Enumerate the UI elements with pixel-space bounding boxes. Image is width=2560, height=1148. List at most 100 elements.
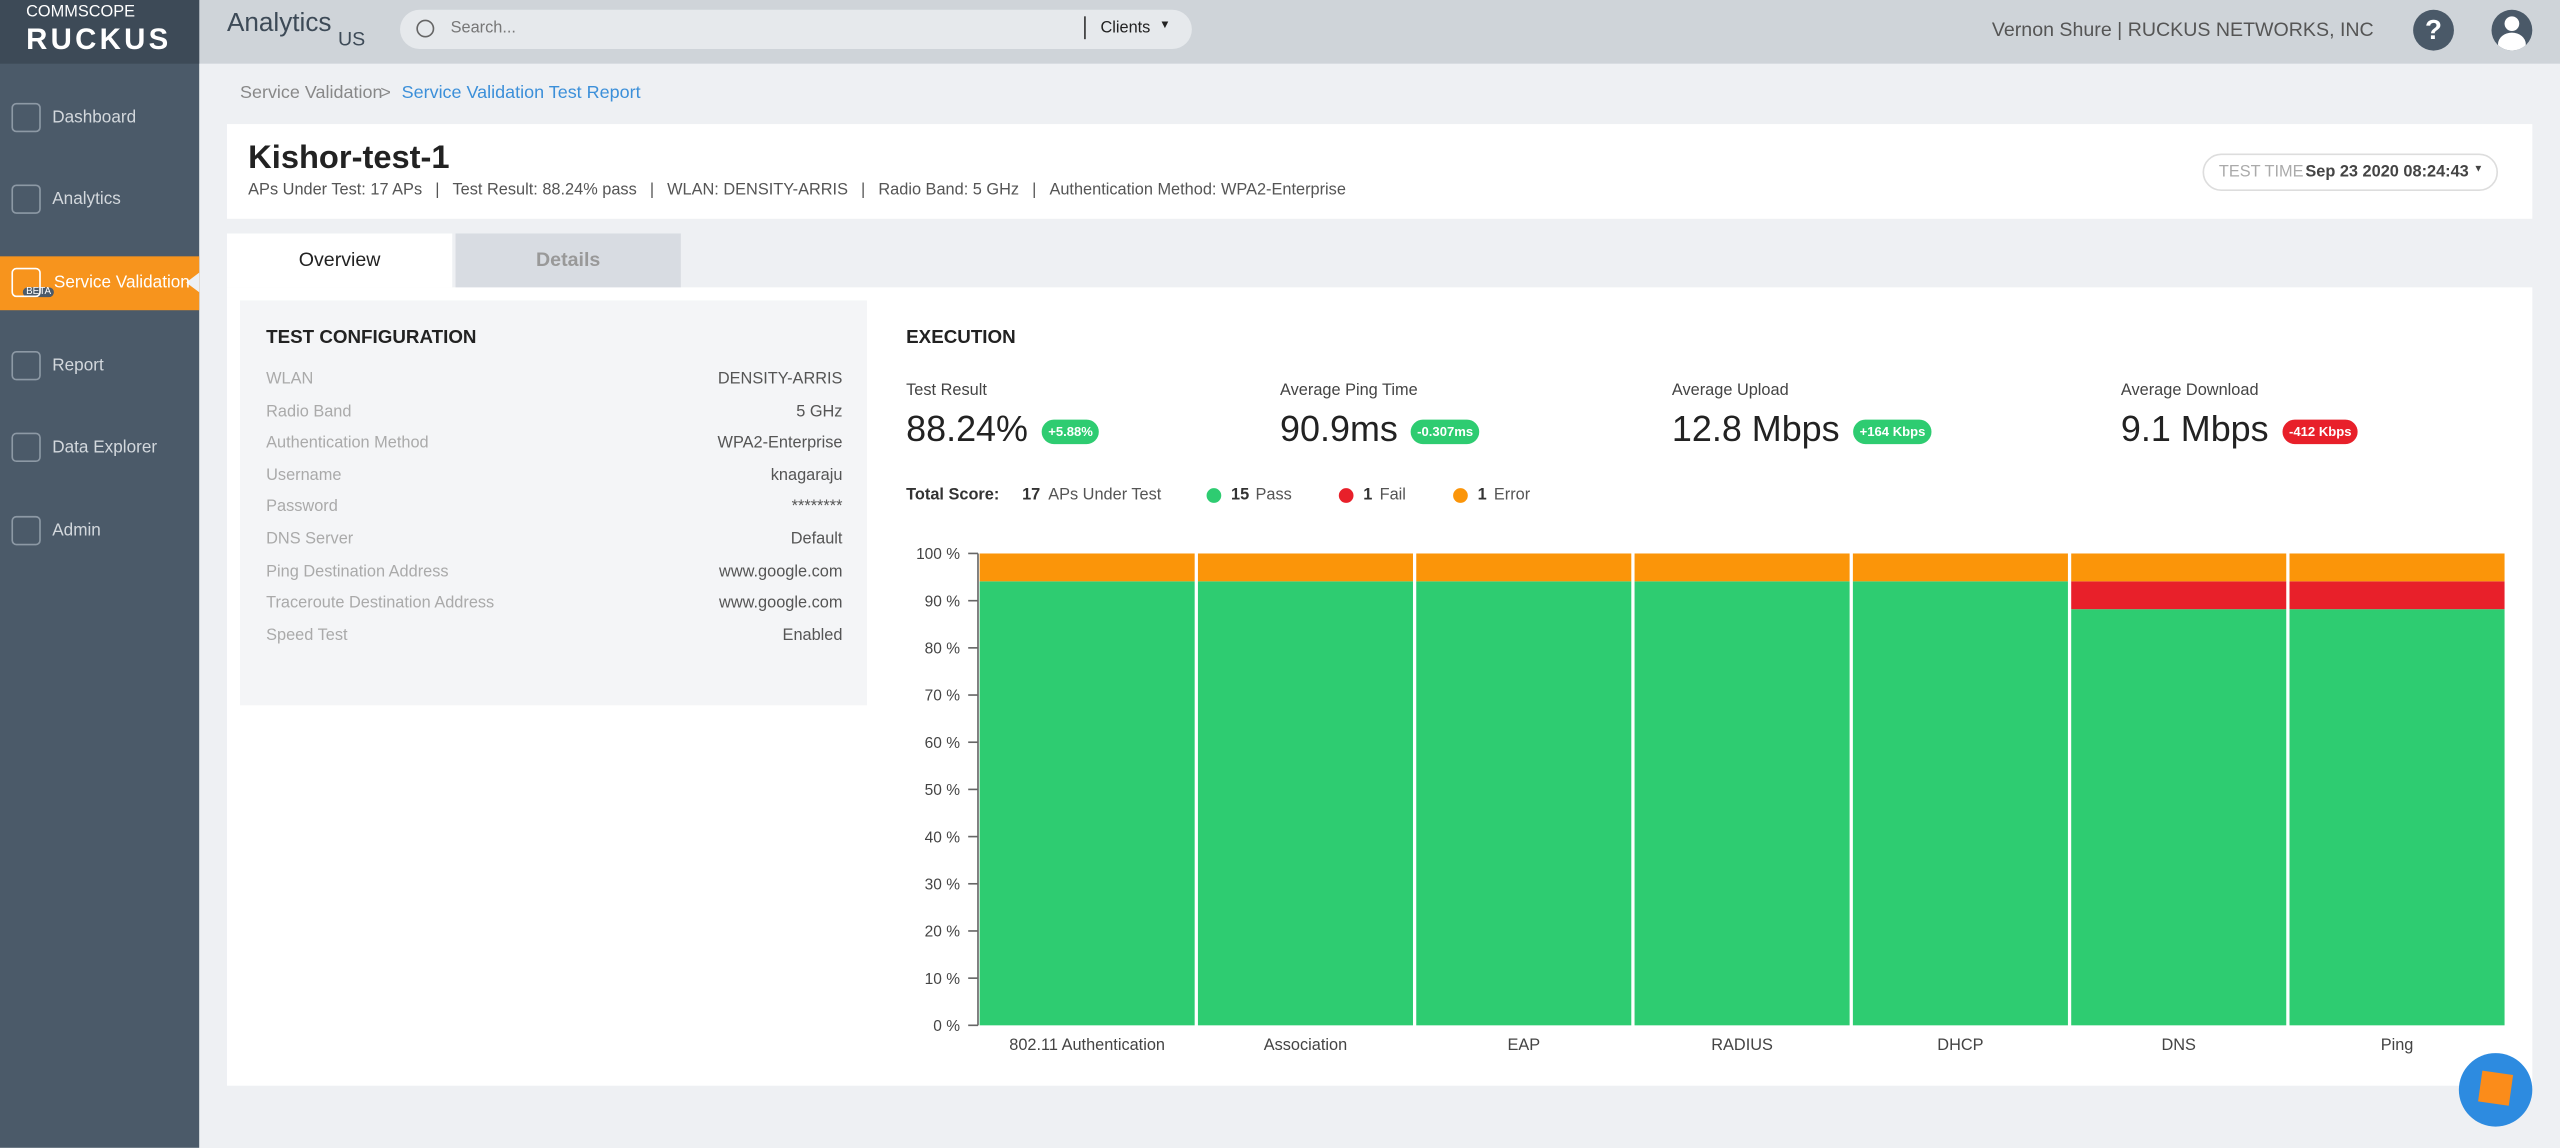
y-tick-label: 10 % (925, 971, 961, 988)
y-tick-label: 70 % (925, 688, 961, 705)
bar-segment (1416, 553, 1632, 582)
separator: | (861, 181, 866, 200)
x-tick-label: DHCP (1937, 1036, 1983, 1054)
nav-item[interactable]: Dashboard (52, 107, 137, 128)
search-icon (416, 19, 435, 38)
legend-dot (1338, 488, 1354, 503)
nav-item[interactable]: Admin (52, 520, 101, 541)
nav-icon (11, 432, 41, 463)
separator: | (649, 181, 655, 200)
bar-segment (2071, 553, 2287, 582)
config-key: DNS Server (266, 530, 354, 549)
meta-item: Test Result: 88.24% pass (452, 181, 637, 200)
legend-dot (1453, 488, 1468, 503)
bar-segment (1852, 553, 2068, 582)
chart: 0 % 10 % 20 % 30 % 40 % 50 % 60 % 70 % 80 % 90 % 1… (916, 546, 2505, 1054)
bar-segment (979, 581, 1195, 1026)
test-time[interactable] (2202, 153, 2499, 192)
search-box[interactable] (400, 9, 1192, 49)
meta-item: WLAN: DENSITY-ARRIS (667, 181, 848, 200)
metric-value: 90.9ms (1280, 408, 1398, 449)
y-tick-label: 20 % (925, 924, 961, 941)
breadcrumb-separator: > (380, 83, 391, 103)
bar-segment (2289, 609, 2505, 1026)
config-key: Radio Band (266, 402, 352, 421)
x-tick-label: Ping (2381, 1036, 2414, 1054)
config-value: 5 GHz (796, 402, 843, 421)
config-key: Username (266, 466, 342, 485)
config-value: Default (790, 530, 843, 549)
sidebar (0, 0, 200, 1148)
config-title: TEST CONFIGURATION (266, 328, 477, 348)
breadcrumb-item[interactable]: Service Validation (240, 83, 383, 103)
x-tick-label: DNS (2161, 1036, 2196, 1054)
test-time-value: Sep 23 2020 08:24:43 (2305, 163, 2469, 182)
nav-item[interactable]: Data Explorer (52, 437, 158, 458)
bar-segment (2071, 609, 2287, 1026)
metric-delta: +5.88% (1041, 419, 1100, 445)
brand: RUCKUS (26, 22, 172, 56)
config-value: knagaraju (770, 466, 843, 485)
metric-delta: -0.307ms (1410, 419, 1480, 445)
x-tick-label: EAP (1507, 1036, 1540, 1054)
nav-item[interactable]: Report (52, 355, 104, 376)
bar-segment (1634, 553, 1850, 582)
assistant-button[interactable] (2458, 1053, 2533, 1127)
search-placeholder: Search... (450, 19, 516, 38)
metric-label: Average Upload (1671, 382, 1789, 401)
test-time-label: TEST TIME (2218, 163, 2304, 182)
config-value: DENSITY-ARRIS (717, 370, 843, 389)
bar-segment (2289, 553, 2505, 582)
y-tick-label: 90 % (925, 593, 961, 610)
report-header (226, 124, 2533, 219)
config-key: Traceroute Destination Address (266, 594, 495, 613)
legend-count: 15 (1231, 486, 1250, 505)
search-scope[interactable]: Clients (1100, 19, 1151, 38)
metric-delta: -412 Kbps (2282, 419, 2359, 445)
logo[interactable] (0, 0, 200, 64)
help-icon[interactable]: ? (2413, 9, 2454, 51)
y-tick-label: 30 % (925, 876, 961, 893)
nav-item[interactable]: Service Validation (53, 272, 190, 293)
config-value: WPA2-Enterprise (717, 434, 843, 453)
active-item (0, 256, 200, 311)
region[interactable]: US (337, 27, 366, 51)
bar-segment (1416, 581, 1632, 1026)
meta-item: Radio Band: 5 GHz (878, 181, 1020, 200)
user[interactable]: Vernon Shure | RUCKUS NETWORKS, INC (1991, 17, 2374, 41)
metric-value: 12.8 Mbps (1671, 408, 1840, 449)
x-tick-label: RADIUS (1711, 1036, 1773, 1054)
x-tick-label: 802.11 Authentication (1009, 1036, 1165, 1054)
aps-label: APs Under Test (1048, 486, 1162, 505)
legend-label: Error (1493, 486, 1531, 505)
metric-delta: +164 Kbps (1853, 419, 1932, 445)
beta-badge: BETA (22, 287, 55, 298)
report-meta: APs Under Test: 17 APs | Test Result: 88.2… (248, 181, 1346, 199)
bar-segment (1197, 553, 1413, 582)
metric-value: 88.24% (906, 408, 1028, 449)
config-key: Ping Destination Address (266, 562, 449, 581)
tab[interactable]: Overview (226, 233, 453, 288)
meta-item: Authentication Method: WPA2-Enterprise (1049, 181, 1346, 200)
nav-item[interactable]: Analytics (52, 189, 121, 209)
bar-segment (2071, 581, 2287, 610)
report-title: Kishor-test-1 (248, 140, 450, 177)
y-tick-label: 60 % (925, 735, 961, 752)
nav-icon (11, 102, 41, 133)
profile-icon[interactable] (2491, 9, 2533, 51)
active-notch (186, 272, 200, 293)
legend-label: Pass (1255, 486, 1292, 505)
metric-label: Test Result (906, 382, 987, 401)
bar-segment (1852, 581, 2068, 1026)
tab[interactable]: Details (455, 233, 681, 288)
bar-segment (2289, 581, 2505, 610)
config-value: www.google.com (719, 562, 843, 581)
y-tick-label: 100 % (916, 546, 960, 563)
nav-icon (11, 351, 41, 381)
separator: | (435, 181, 440, 200)
y-tick-label: 0 % (933, 1018, 960, 1035)
y-tick-label: 40 % (925, 829, 961, 846)
app-name: Analytics (226, 9, 332, 38)
execution-title: EXECUTION (906, 328, 1016, 348)
